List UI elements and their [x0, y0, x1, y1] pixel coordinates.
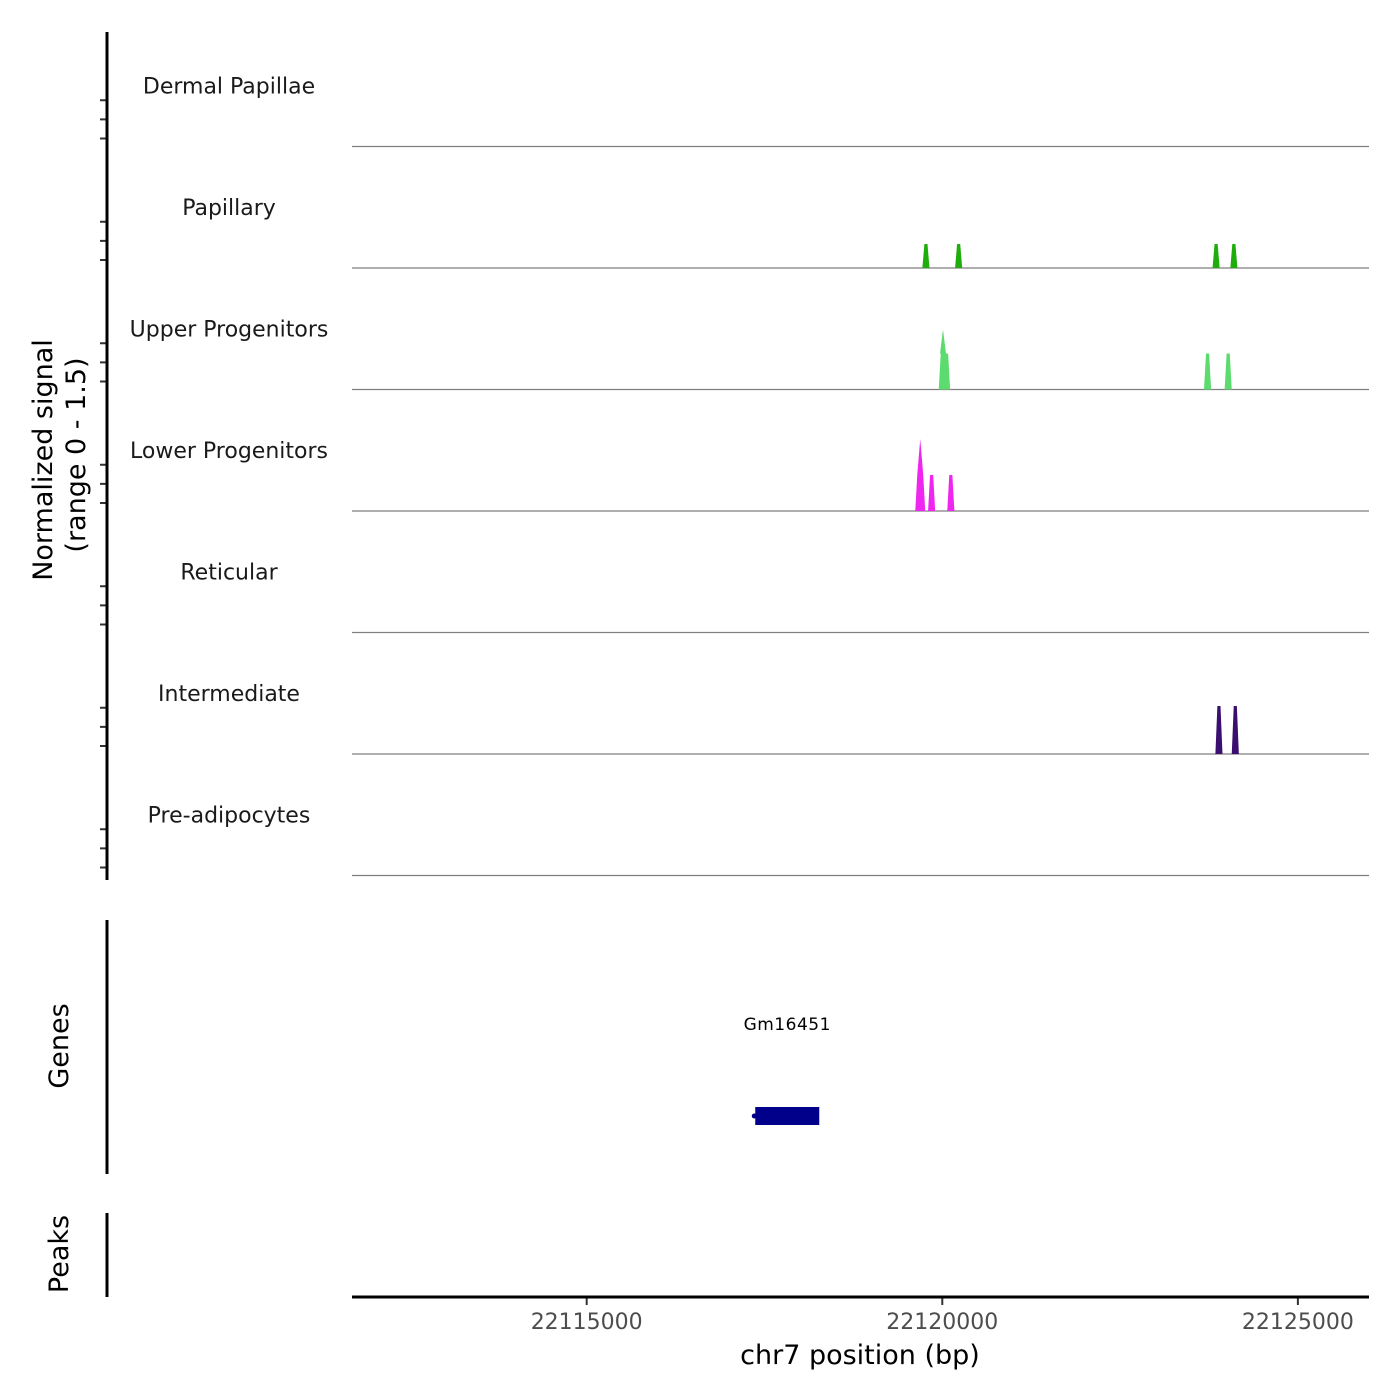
signal-peak: [955, 244, 963, 268]
track-dermal-papillae: Dermal Papillae: [143, 75, 1369, 148]
signal-peak: [1212, 244, 1220, 268]
track-label: Pre-adipocytes: [148, 804, 311, 829]
track-papillary: Papillary: [182, 196, 1369, 269]
gene-body: [755, 1107, 820, 1125]
genes-panel: Gm16451: [744, 1015, 831, 1125]
x-axis: 22115000 22120000 22125000: [531, 1297, 1354, 1335]
signal-peak: [1231, 706, 1239, 754]
signal-peak: [1204, 353, 1212, 390]
signal-peak: [1215, 706, 1223, 754]
gene-label: Gm16451: [744, 1015, 831, 1035]
track-label: Papillary: [182, 196, 276, 221]
signal-spike: [939, 329, 946, 354]
signal-peak: [938, 353, 951, 390]
genes-panel-title: Genes: [44, 1003, 75, 1088]
signal-peak: [922, 244, 930, 268]
signal-peak: [915, 475, 926, 511]
track-upper-progenitors: Upper Progenitors: [130, 318, 1369, 391]
x-tick-label: 22115000: [531, 1310, 643, 1335]
track-label: Reticular: [180, 561, 278, 586]
track-reticular: Reticular: [180, 561, 1369, 634]
gene-strand-marker: [751, 1113, 757, 1119]
x-axis-title: chr7 position (bp): [740, 1340, 980, 1371]
signal-peak: [1224, 353, 1232, 390]
track-lower-progenitors: Lower Progenitors: [130, 439, 1369, 512]
peaks-panel-title: Peaks: [44, 1215, 75, 1293]
signal-peak: [1230, 244, 1238, 268]
track-label: Dermal Papillae: [143, 75, 315, 100]
y-axis-title-line1: Normalized signal: [28, 339, 59, 581]
signal-peak: [947, 475, 955, 511]
coverage-tracks: Dermal Papillae Papillary Upper Progenitor…: [130, 75, 1369, 877]
y-axis-title-line2: (range 0 - 1.5): [61, 357, 92, 552]
track-pre-adipocytes: Pre-adipocytes: [148, 804, 1369, 877]
x-tick-label: 22125000: [1242, 1310, 1354, 1335]
track-label: Lower Progenitors: [130, 439, 328, 464]
track-label: Upper Progenitors: [130, 318, 329, 343]
signal-peak: [928, 475, 936, 511]
signal-spike: [917, 439, 924, 475]
track-intermediate: Intermediate: [158, 682, 1369, 755]
x-tick-label: 22120000: [886, 1310, 998, 1335]
track-label: Intermediate: [158, 682, 300, 707]
